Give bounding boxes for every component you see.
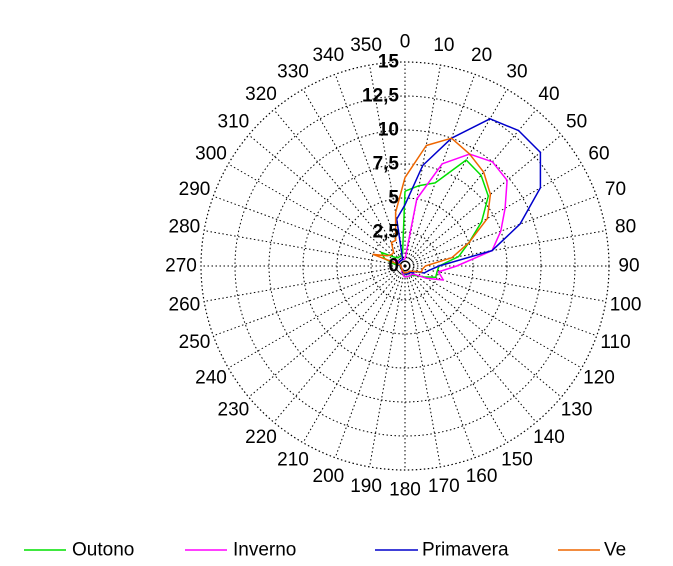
angle-tick-label: 340: [313, 45, 345, 66]
angle-tick-label: 220: [245, 427, 277, 448]
grid-spoke: [204, 265, 406, 302]
angle-tick-label: 200: [313, 466, 345, 487]
angle-tick-label: 240: [195, 368, 227, 389]
angle-tick-label: 130: [561, 400, 593, 421]
grid-spoke: [404, 230, 606, 267]
polar-grid: [200, 61, 610, 471]
series-line-verão: [372, 137, 492, 274]
grid-spoke: [273, 265, 406, 423]
grid-spoke: [404, 265, 606, 302]
series-line-inverno: [392, 153, 508, 281]
radial-tick-label: 12,5: [362, 86, 399, 107]
radial-tick-label: 7,5: [373, 154, 400, 175]
angle-tick-label: 20: [471, 45, 492, 66]
angle-tick-label: 170: [428, 476, 460, 497]
grid-spoke: [404, 89, 508, 267]
radial-tick-label: 10: [378, 120, 399, 141]
legend-item: Ve: [558, 540, 626, 561]
angle-tick-label: 350: [350, 35, 382, 56]
legend-label: Inverno: [233, 540, 296, 561]
angle-tick-labels: 0 10 2030405060708090100110120130140150160…: [165, 32, 641, 501]
radial-tick-label: 5: [388, 188, 399, 209]
angle-tick-label: 320: [245, 84, 277, 105]
angle-tick-label: 30: [506, 62, 527, 83]
angle-tick-label: 300: [195, 144, 227, 165]
legend-item: Primavera: [375, 540, 509, 561]
angle-tick-label: 310: [218, 112, 250, 133]
angle-tick-label: 140: [533, 427, 565, 448]
angle-tick-label: 280: [169, 217, 201, 238]
angle-tick-label: 250: [179, 332, 211, 353]
legend: Outono Inverno Primavera Ve: [24, 540, 626, 561]
legend-item: Inverno: [185, 540, 296, 561]
legend-label: Outono: [72, 540, 134, 561]
radial-tick-label: 2,5: [373, 222, 400, 243]
legend-item: Outono: [24, 540, 134, 561]
angle-tick-label: 40: [538, 84, 559, 105]
grid-spoke: [228, 265, 406, 369]
radial-tick-label: 0: [388, 256, 399, 277]
angle-tick-label: 80: [615, 217, 636, 238]
angle-tick-label: 230: [218, 400, 250, 421]
angle-tick-label: 50: [566, 112, 587, 133]
angle-tick-label: 150: [501, 450, 533, 471]
angle-tick-label: 120: [583, 368, 615, 389]
angle-tick-label: 0: [400, 32, 411, 53]
grid-spoke: [404, 265, 441, 467]
grid-spoke: [404, 265, 562, 398]
grid-spoke: [404, 265, 508, 443]
legend-label: Ve: [604, 540, 626, 561]
angle-tick-label: 110: [600, 332, 630, 353]
angle-tick-label: 180: [389, 480, 421, 501]
radial-tick-labels: 0 2,5 5 7,5 10 12,5 15: [362, 52, 399, 277]
angle-tick-label: 100: [610, 294, 642, 315]
angle-tick-label: 210: [277, 450, 309, 471]
angle-tick-label: 270: [165, 256, 197, 277]
outer-ring: [200, 61, 610, 471]
radial-tick-label: 15: [378, 52, 400, 73]
grid-spoke: [369, 265, 406, 467]
angle-tick-label: 290: [179, 179, 211, 200]
angle-tick-label: 90: [618, 256, 639, 277]
angle-tick-label: 10: [433, 35, 454, 56]
grid-ring: [234, 95, 576, 437]
series-line-primavera: [395, 118, 542, 275]
angle-tick-label: 260: [169, 294, 201, 315]
angle-tick-label: 160: [466, 466, 498, 487]
grid-ring: [302, 163, 508, 369]
angle-tick-label: 330: [277, 62, 309, 83]
legend-label: Primavera: [422, 540, 509, 561]
angle-tick-label: 60: [588, 144, 609, 165]
angle-tick-label: 190: [350, 476, 382, 497]
series-lines: [372, 118, 542, 281]
angle-tick-label: 70: [605, 179, 626, 200]
